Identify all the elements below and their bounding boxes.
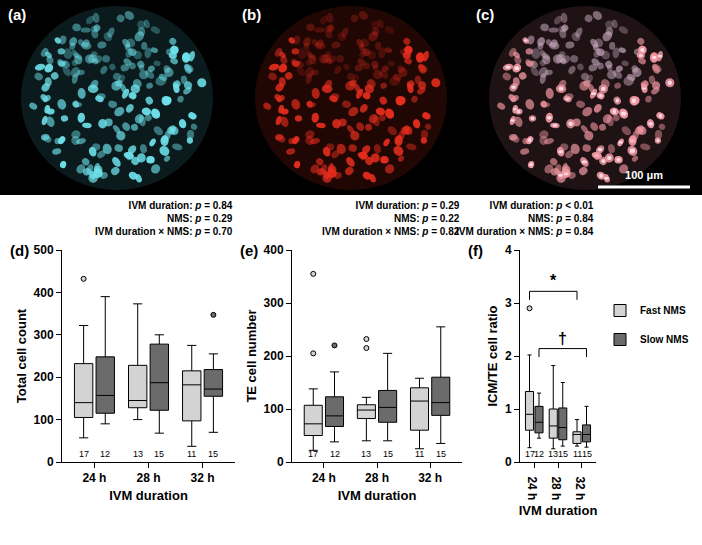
svg-text:100: 100 <box>34 413 54 427</box>
svg-text:12: 12 <box>330 449 340 459</box>
svg-text:†: † <box>558 330 567 347</box>
svg-text:12: 12 <box>100 449 110 459</box>
svg-text:13: 13 <box>548 449 558 459</box>
svg-text:IVM duration: p < 0.01NMS: p =: IVM duration: p < 0.01NMS: p = 0.84IVM d… <box>456 200 594 237</box>
svg-text:400: 400 <box>264 243 284 257</box>
svg-text:17: 17 <box>79 449 89 459</box>
svg-text:13: 13 <box>133 449 143 459</box>
svg-text:15: 15 <box>208 449 218 459</box>
svg-text:400: 400 <box>34 286 54 300</box>
svg-text:IVM duration: IVM duration <box>338 488 417 503</box>
svg-text:15: 15 <box>582 449 592 459</box>
svg-text:12: 12 <box>534 449 544 459</box>
svg-text:32 h: 32 h <box>573 476 587 500</box>
svg-text:Total cell count: Total cell count <box>14 308 29 403</box>
svg-text:3: 3 <box>505 296 512 310</box>
svg-text:1: 1 <box>505 402 512 416</box>
svg-text:(e): (e) <box>240 242 258 259</box>
svg-text:17: 17 <box>525 449 535 459</box>
svg-text:17: 17 <box>308 449 318 459</box>
svg-text:28 h: 28 h <box>549 476 563 500</box>
svg-text:11: 11 <box>187 449 196 459</box>
svg-text:IVM duration: p = 0.29NMS: p =: IVM duration: p = 0.29NMS: p = 0.22IVM d… <box>322 200 460 237</box>
svg-text:ICM/TE cell ratio: ICM/TE cell ratio <box>485 305 500 406</box>
svg-text:100: 100 <box>264 402 284 416</box>
svg-text:32 h: 32 h <box>418 471 442 485</box>
svg-text:28 h: 28 h <box>365 471 389 485</box>
svg-text:Slow NMS: Slow NMS <box>640 334 689 345</box>
svg-text:(b): (b) <box>242 6 261 23</box>
svg-text:(a): (a) <box>8 6 26 23</box>
svg-text:11: 11 <box>415 449 424 459</box>
svg-text:TE cell number: TE cell number <box>244 309 259 402</box>
svg-text:24 h: 24 h <box>525 476 539 500</box>
svg-text:15: 15 <box>558 449 568 459</box>
svg-text:4: 4 <box>505 243 512 257</box>
svg-text:2: 2 <box>505 349 512 363</box>
svg-text:24 h: 24 h <box>312 471 336 485</box>
svg-text:15: 15 <box>383 449 393 459</box>
svg-text:500: 500 <box>34 243 54 257</box>
svg-text:300: 300 <box>34 328 54 342</box>
svg-text:24 h: 24 h <box>82 471 106 485</box>
svg-text:200: 200 <box>264 349 284 363</box>
svg-text:*: * <box>550 272 557 289</box>
svg-text:(d): (d) <box>10 242 29 259</box>
svg-text:IVM duration: IVM duration <box>109 488 188 503</box>
svg-text:15: 15 <box>436 449 446 459</box>
svg-text:0: 0 <box>505 455 512 469</box>
svg-text:28 h: 28 h <box>136 471 160 485</box>
svg-text:(f): (f) <box>468 242 483 259</box>
svg-text:100 μm: 100 μm <box>625 169 663 181</box>
svg-text:11: 11 <box>573 449 582 459</box>
svg-text:13: 13 <box>361 449 371 459</box>
svg-text:0: 0 <box>47 455 54 469</box>
svg-text:IVM duration: p = 0.84NMS: p =: IVM duration: p = 0.84NMS: p = 0.29IVM d… <box>95 200 233 237</box>
svg-text:(c): (c) <box>476 6 494 23</box>
svg-text:15: 15 <box>154 449 164 459</box>
svg-text:300: 300 <box>264 296 284 310</box>
svg-text:Fast NMS: Fast NMS <box>640 305 686 316</box>
svg-text:IVM duration: IVM duration <box>519 503 598 518</box>
svg-text:32 h: 32 h <box>191 471 215 485</box>
svg-text:200: 200 <box>34 370 54 384</box>
svg-text:0: 0 <box>277 455 284 469</box>
